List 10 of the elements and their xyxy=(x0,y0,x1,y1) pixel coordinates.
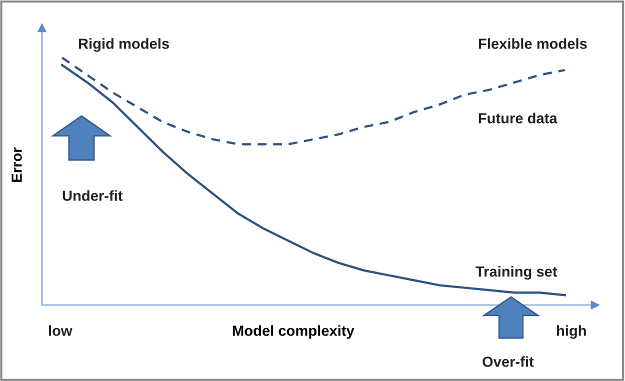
text: Flexible models xyxy=(478,38,587,49)
series-label: Training set xyxy=(476,266,558,280)
text: high xyxy=(557,325,586,339)
annotation: Under-fit xyxy=(62,190,123,201)
series-label: Future data xyxy=(478,112,558,124)
text: Rigid models xyxy=(78,38,169,52)
x-axis-title: Model complexity xyxy=(232,325,354,339)
text: Over-fit xyxy=(482,356,534,367)
y-axis-title: Error xyxy=(12,147,22,182)
text: low xyxy=(49,325,72,336)
